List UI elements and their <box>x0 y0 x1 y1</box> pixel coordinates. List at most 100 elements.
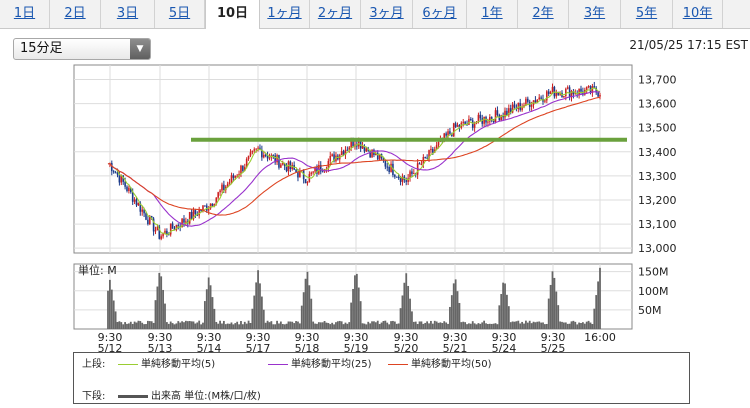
volume-bar <box>152 322 155 329</box>
candle-body <box>230 175 233 183</box>
volume-bar <box>297 321 299 329</box>
volume-bar <box>304 278 307 329</box>
volume-bar <box>414 321 417 329</box>
volume-bar <box>593 308 596 329</box>
tab-period-7[interactable]: 3ヶ月 <box>361 0 413 28</box>
candle-body <box>555 92 558 97</box>
volume-bar <box>382 320 385 329</box>
volume-bar <box>466 324 468 329</box>
tab-period-4[interactable]: 10日 <box>205 0 260 29</box>
tab-period-9[interactable]: 1年 <box>467 0 518 28</box>
candle-body <box>128 187 130 191</box>
candle-body <box>471 120 474 128</box>
volume-bar <box>363 323 366 329</box>
candle-body <box>188 212 191 224</box>
volume-bar <box>424 322 427 329</box>
tab-period-12[interactable]: 5年 <box>621 0 673 28</box>
volume-bar <box>352 288 354 329</box>
tab-period-0[interactable]: 1日 <box>0 0 50 28</box>
volume-bar <box>454 279 457 329</box>
x-tick-time: 9:30 <box>443 331 468 344</box>
candle-body <box>489 117 491 122</box>
candle-body <box>500 115 503 121</box>
candle-body <box>595 87 598 93</box>
volume-bar <box>555 291 558 329</box>
price-y-tick-label: 13,000 <box>638 242 677 255</box>
x-tick-time: 9:30 <box>492 331 517 344</box>
candle-body <box>262 154 265 158</box>
candle-body <box>329 155 332 162</box>
candle-body <box>169 223 172 235</box>
volume-bar <box>226 323 229 329</box>
volume-bar <box>107 290 109 329</box>
ma5-line <box>107 87 601 236</box>
tab-period-5[interactable]: 1ヶ月 <box>260 0 310 28</box>
volume-bar <box>154 300 157 329</box>
volume-bar <box>428 323 430 329</box>
tab-period-2[interactable]: 3日 <box>101 0 155 28</box>
volume-bar <box>240 321 242 329</box>
candle-body <box>426 157 428 159</box>
candle-body <box>395 176 398 178</box>
x-tick-time: 9:30 <box>344 331 369 344</box>
volume-bar <box>517 320 520 329</box>
tab-period-8[interactable]: 6ヶ月 <box>413 0 467 28</box>
volume-bar <box>112 300 115 329</box>
volume-bar <box>116 322 119 329</box>
volume-bar <box>380 322 383 329</box>
candle-body <box>490 117 493 120</box>
dropdown-arrow-icon: ▼ <box>130 39 150 59</box>
tab-period-1[interactable]: 2日 <box>50 0 101 28</box>
volume-bar <box>386 322 389 329</box>
volume-bar <box>418 321 421 329</box>
volume-bar <box>283 324 286 329</box>
volume-bar <box>251 308 254 329</box>
price-y-tick-label: 13,200 <box>638 194 677 207</box>
volume-bar <box>515 321 518 329</box>
candle-body <box>232 175 235 178</box>
volume-bar <box>266 320 269 329</box>
candle-body <box>314 167 316 172</box>
volume-bar <box>257 270 259 329</box>
tab-period-6[interactable]: 2ヶ月 <box>310 0 361 28</box>
candle-body <box>238 173 240 176</box>
volume-bar <box>209 285 212 329</box>
tab-period-13[interactable]: 10年 <box>673 0 723 28</box>
legend-ma25: 単純移動平均(25) <box>268 355 372 370</box>
volume-bar <box>509 322 512 329</box>
candle-body <box>124 181 126 187</box>
volume-bar <box>420 321 423 329</box>
volume-bar <box>390 321 392 329</box>
x-tick-date: 5/12 <box>98 342 123 355</box>
candle-body <box>160 236 162 239</box>
volume-bar <box>359 301 362 329</box>
candle-body <box>424 157 427 159</box>
volume-bar <box>234 323 237 329</box>
candle-body <box>340 151 343 156</box>
volume-bar <box>485 323 487 329</box>
volume-unit-label: 単位: M <box>78 263 117 277</box>
candle-body <box>304 179 307 184</box>
volume-bar <box>591 324 594 329</box>
x-tick-date: 5/19 <box>344 342 369 355</box>
candle-body <box>321 171 324 173</box>
tab-period-10[interactable]: 2年 <box>518 0 569 28</box>
volume-bar <box>342 324 345 329</box>
candle-body <box>401 176 404 182</box>
volume-bar <box>118 321 121 329</box>
interval-select[interactable]: 15分足 ▼ <box>13 38 151 60</box>
candle-body <box>359 140 362 149</box>
volume-bar <box>369 323 372 329</box>
volume-bar <box>249 323 252 329</box>
candle-body <box>346 149 349 151</box>
volume-bar <box>576 324 579 329</box>
candle-body <box>563 96 565 98</box>
volume-bar <box>540 322 543 329</box>
volume-bar <box>262 309 265 329</box>
tab-period-11[interactable]: 3年 <box>569 0 621 28</box>
tab-period-3[interactable]: 5日 <box>155 0 205 28</box>
candle-body <box>399 177 402 182</box>
candle-body <box>257 147 259 149</box>
candle-body <box>456 125 459 127</box>
legend-ma50: 単純移動平均(50) <box>388 355 492 370</box>
